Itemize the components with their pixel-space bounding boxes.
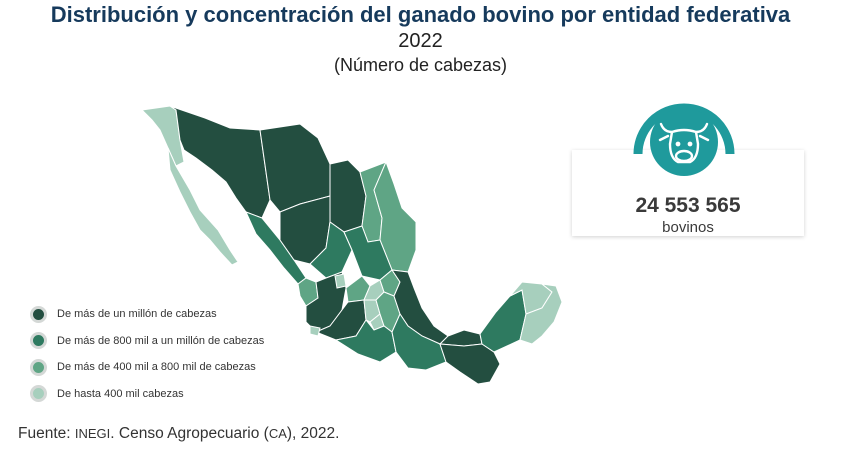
legend-item: De más de 800 mil a un millón de cabezas [30,332,264,350]
source-middle: . Censo Agropecuario ( [110,425,269,442]
summary-gauge [633,103,735,176]
source-note: Fuente: INEGI. Censo Agropecuario (CA), … [18,425,339,443]
map-legend: De más de un millón de cabezas De más de… [30,305,264,411]
state-tabasco [438,329,483,347]
legend-swatch [30,332,47,349]
state-coahuila [329,159,367,233]
source-abbr: CA [268,426,287,441]
icon-badge [650,108,718,176]
page-unit: (Número de cabezas) [333,55,508,75]
source-org: INEGI [74,426,111,441]
legend-label: De más de 400 mil a 800 mil de cabezas [57,361,256,373]
state-baja-california-sur [167,147,239,266]
page-year: 2022 [398,30,443,52]
total-label: bovinos [662,219,714,236]
mexico-map [140,105,563,385]
state-campeche [479,289,527,353]
source-suffix: ), 2022. [286,425,340,442]
legend-swatch [30,358,47,376]
legend-label: De más de 800 mil a un millón de cabezas [57,334,265,347]
state-sonora [169,105,271,219]
legend-item: De más de 400 mil a 800 mil de cabezas [30,358,264,376]
state-guerrero [334,319,397,363]
state-quintana-roo [519,283,563,345]
legend-label: De más de un millón de cabezas [57,308,217,320]
source-prefix: Fuente: [18,425,75,442]
page-title: Distribución y concentración del ganado … [50,2,791,27]
legend-swatch [30,385,47,402]
legend-swatch [30,305,47,323]
legend-label: De hasta 400 mil cabezas [57,387,184,400]
legend-item: De más de un millón de cabezas [30,305,264,323]
cow-head-icon [658,122,710,164]
legend-item: De hasta 400 mil cabezas [30,385,264,403]
state-colima [309,325,321,337]
total-value: 24 553 565 [635,194,741,217]
state-aguascalientes [334,273,347,289]
state-chiapas [439,343,501,385]
